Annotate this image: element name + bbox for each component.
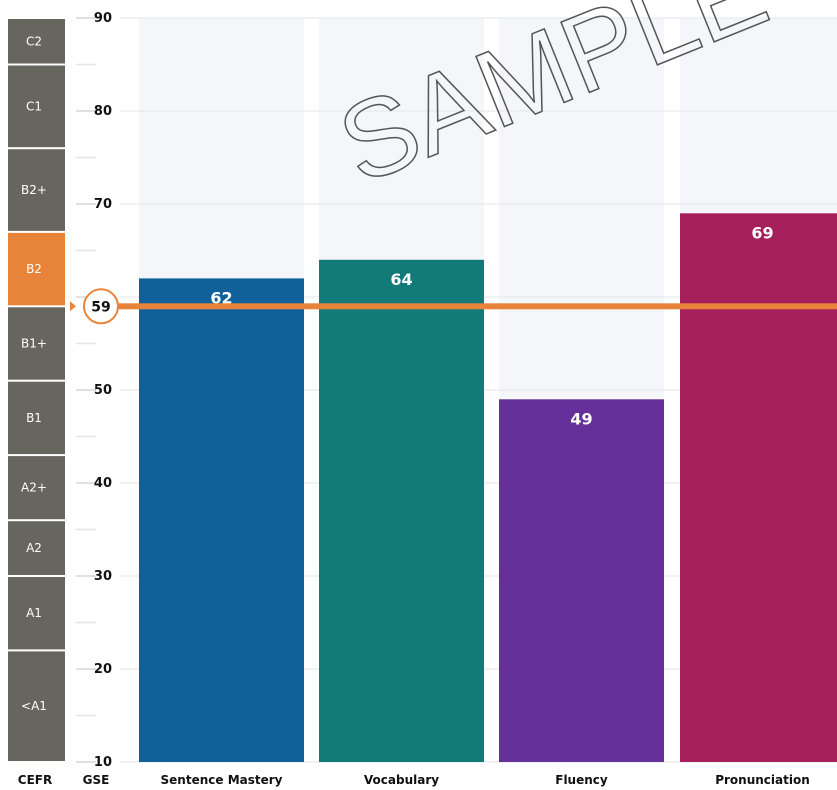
bar <box>319 259 484 762</box>
cefr-band <box>8 651 65 761</box>
overall-score-pointer <box>70 301 76 312</box>
bar-value-label: 69 <box>751 223 773 242</box>
cefr-band-label: B1 <box>26 411 42 425</box>
bar <box>680 213 837 763</box>
overall-score-line <box>118 303 837 310</box>
cefr-band-label: <A1 <box>21 699 47 713</box>
overall-score-marker: 59 <box>70 288 837 325</box>
bar-value-label: 49 <box>570 409 592 428</box>
bar-value-label: 64 <box>390 270 412 289</box>
cefr-band <box>8 521 65 575</box>
overall-score-value: 59 <box>91 299 110 315</box>
cefr-band-label: B2+ <box>21 183 47 197</box>
category-label: Vocabulary <box>364 773 439 787</box>
cefr-axis-title: CEFR <box>18 773 52 787</box>
cefr-band <box>8 381 65 455</box>
bars: 62 64 49 69 <box>139 213 837 763</box>
y-tick-label: 90 <box>94 11 112 26</box>
category-label: Sentence Mastery <box>161 773 283 787</box>
bar <box>139 278 304 762</box>
cefr-band <box>8 456 65 520</box>
gse-axis-title: GSE <box>83 773 110 787</box>
y-tick-label: 50 <box>94 383 112 398</box>
bar <box>499 399 664 762</box>
cefr-band-label: A1 <box>26 606 42 620</box>
cefr-band <box>8 149 65 231</box>
cefr-band <box>8 577 65 650</box>
cefr-band <box>8 65 65 148</box>
cefr-band <box>8 19 65 64</box>
cefr-scale: <A1 A1 A2 A2+ B1 B1+ B2 B2+ C1 C2 <box>8 19 65 761</box>
cefr-band-label: B1+ <box>21 337 47 351</box>
bar-value-label: 62 <box>210 288 232 307</box>
category-label: Fluency <box>555 773 608 787</box>
y-tick-label: 20 <box>94 662 112 677</box>
category-labels: CEFR GSE Sentence Mastery Vocabulary Fluen… <box>18 773 810 787</box>
cefr-band-label: A2+ <box>21 481 47 495</box>
overall-score-circle <box>83 288 119 325</box>
category-label: Pronunciation <box>715 773 810 787</box>
cefr-band-label: A2 <box>26 541 42 555</box>
y-tick-label: 80 <box>94 104 112 119</box>
cefr-band <box>8 232 65 306</box>
cefr-band-label: C2 <box>26 34 42 48</box>
y-tick-label: 10 <box>94 755 112 770</box>
cefr-band <box>8 307 65 380</box>
cefr-band-label: B2 <box>26 262 42 276</box>
gse-axis: 10 20 30 40 50 70 80 90 <box>94 11 112 770</box>
y-tick-label: 70 <box>94 197 112 212</box>
y-tick-label: 40 <box>94 476 112 491</box>
cefr-band-label: C1 <box>26 99 42 113</box>
y-tick-label: 30 <box>94 569 112 584</box>
